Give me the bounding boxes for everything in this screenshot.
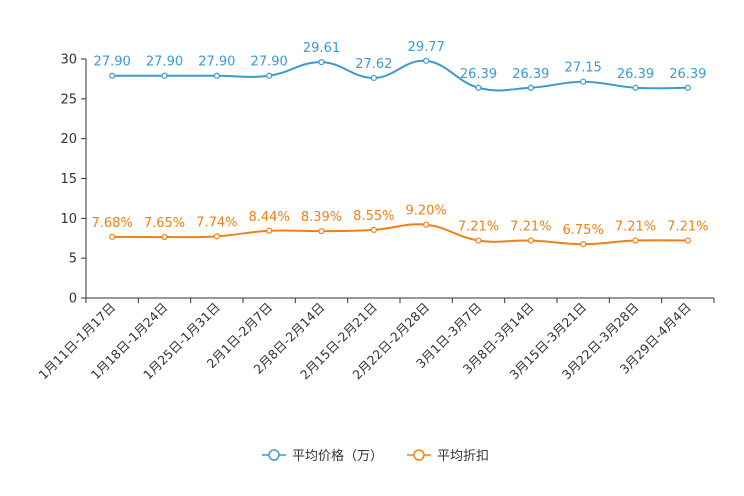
data-point[interactable] — [318, 59, 325, 66]
legend-item-2[interactable]: 平均折扣 — [407, 449, 489, 464]
y-tick-label: 30 — [60, 53, 77, 68]
data-label: 7.65% — [144, 216, 185, 231]
legend-item-1[interactable]: 平均价格（万） — [262, 448, 383, 464]
data-point[interactable] — [423, 57, 430, 64]
data-label: 26.39 — [460, 67, 497, 82]
data-label: 7.74% — [196, 215, 237, 230]
data-point[interactable] — [370, 226, 377, 233]
data-label: 26.39 — [617, 67, 654, 82]
data-point[interactable] — [161, 233, 168, 241]
data-point[interactable] — [527, 237, 534, 244]
data-point[interactable] — [684, 84, 691, 91]
legend[interactable]: 平均价格（万） 平均折扣 — [262, 448, 489, 464]
series-line — [112, 223, 688, 246]
data-label: 27.15 — [565, 61, 602, 76]
data-label: 29.61 — [303, 41, 340, 56]
legend-label: 平均折扣 — [437, 449, 489, 464]
data-label: 7.21% — [667, 220, 708, 235]
y-tick-label: 10 — [60, 212, 77, 227]
series-2: 7.68% 7.65% 7.74% 8.44% 8.39% 8.55% 9.20% 7.21%… — [92, 204, 708, 248]
data-label: 7.21% — [510, 220, 551, 235]
data-point[interactable] — [632, 237, 639, 244]
data-label: 26.39 — [669, 67, 706, 82]
data-point[interactable] — [109, 233, 116, 240]
data-label: 6.75% — [563, 223, 604, 238]
data-label: 27.90 — [251, 55, 288, 70]
data-point[interactable] — [318, 228, 325, 235]
data-label: 8.39% — [301, 210, 342, 225]
data-label: 27.62 — [355, 57, 392, 72]
data-label: 27.90 — [94, 55, 131, 70]
legend-label: 平均价格（万） — [292, 448, 383, 464]
data-point[interactable] — [109, 72, 116, 79]
data-point[interactable] — [213, 72, 220, 79]
legend-marker-icon — [268, 449, 280, 461]
legend-marker-icon — [413, 449, 425, 461]
y-tick-label: 5 — [69, 252, 77, 267]
data-label: 9.20% — [406, 204, 447, 219]
y-tick-label: 20 — [60, 132, 77, 147]
data-point[interactable] — [161, 72, 168, 79]
y-tick-label: 25 — [60, 92, 77, 107]
data-point[interactable] — [580, 78, 587, 85]
data-label: 29.77 — [408, 40, 445, 55]
data-label: 27.90 — [198, 55, 235, 70]
data-point[interactable] — [632, 84, 639, 91]
data-point[interactable] — [266, 72, 273, 79]
data-point[interactable] — [370, 74, 377, 82]
data-label: 7.21% — [615, 220, 656, 235]
y-tick-label: 0 — [69, 292, 77, 307]
data-label: 27.90 — [146, 55, 183, 70]
data-point[interactable] — [423, 221, 430, 228]
data-point[interactable] — [475, 84, 482, 91]
series-1: 27.90 27.90 27.90 27.90 29.61 27.62 29.77 26.39… — [94, 40, 706, 92]
data-point[interactable] — [527, 84, 534, 91]
y-tick-label: 15 — [60, 172, 77, 187]
data-point[interactable] — [475, 237, 482, 244]
data-label: 8.55% — [353, 209, 394, 224]
data-label: 7.68% — [92, 216, 133, 231]
series-line — [112, 59, 688, 92]
data-label: 7.21% — [458, 220, 499, 235]
data-point[interactable] — [684, 237, 691, 244]
data-label: 26.39 — [512, 67, 549, 82]
data-label: 8.44% — [249, 210, 290, 225]
data-point[interactable] — [266, 227, 273, 234]
series-layer: 27.90 27.90 27.90 27.90 29.61 27.62 29.77 26.39… — [92, 40, 708, 248]
data-point[interactable] — [213, 233, 220, 240]
data-point[interactable] — [580, 241, 587, 248]
